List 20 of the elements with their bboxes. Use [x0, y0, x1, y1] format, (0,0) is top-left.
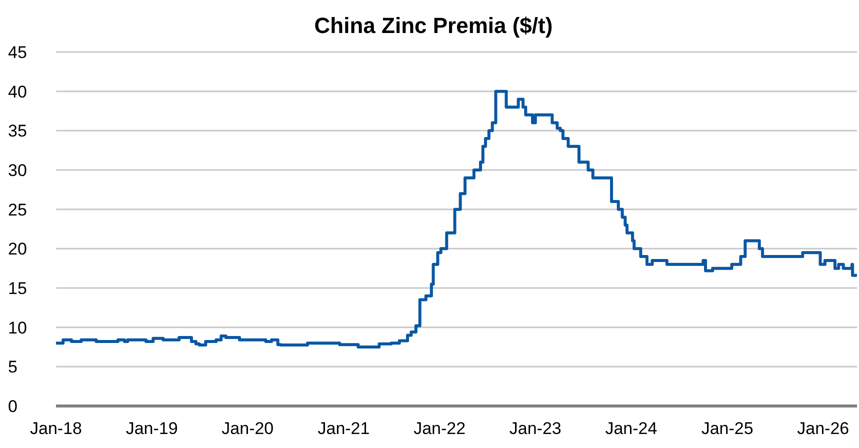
x-tick-label: Jan-18 — [30, 419, 82, 438]
x-tick-label: Jan-25 — [701, 419, 754, 438]
y-tick-label: 40 — [8, 82, 27, 102]
y-tick-label: 15 — [8, 279, 27, 298]
y-tick-label: 5 — [8, 358, 18, 377]
x-tick-label: Jan-26 — [797, 419, 850, 438]
y-tick-label: 30 — [8, 161, 27, 180]
x-tick-label: Jan-24 — [605, 419, 658, 438]
y-tick-label: 25 — [8, 200, 27, 220]
x-tick-label: Jan-19 — [126, 419, 178, 438]
x-tick-label: Jan-22 — [414, 419, 466, 438]
x-tick-label: Jan-20 — [222, 419, 274, 438]
y-tick-label: 20 — [8, 240, 27, 259]
x-tick-label: Jan-23 — [509, 419, 562, 438]
y-tick-label: 10 — [8, 318, 27, 338]
x-tick-label: Jan-21 — [318, 419, 370, 438]
y-tick-label: 0 — [8, 397, 18, 416]
y-tick-label: 35 — [8, 122, 27, 141]
chart-title: China Zinc Premia ($/t) — [313, 12, 554, 40]
y-tick-label: 45 — [8, 43, 27, 62]
